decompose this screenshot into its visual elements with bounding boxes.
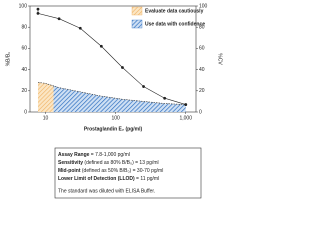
y-tick-label: 20	[21, 88, 27, 94]
info-text: = 7.8-1,000 pg/ml	[89, 152, 129, 158]
legend-swatch	[131, 6, 143, 16]
point	[163, 96, 167, 100]
point	[36, 7, 40, 11]
y2-tick-label: 20	[199, 88, 205, 94]
y2-tick-label: 0	[199, 109, 202, 115]
info-text: = 11 pg/ml	[135, 176, 160, 182]
info-line: Assay Range = 7.8-1,000 pg/ml	[58, 152, 130, 158]
legend-label: Use data with confidence	[145, 21, 205, 27]
y-label: %B/B₀	[5, 52, 11, 67]
point	[99, 44, 103, 48]
info-key: Lower Limit of Detection (LLOD)	[58, 176, 135, 182]
y2-tick-label: 100	[199, 3, 208, 9]
y-tick-label: 0	[24, 109, 27, 115]
y2-tick-label: 60	[199, 46, 205, 52]
x-tick-label: 10	[43, 115, 49, 121]
point	[57, 17, 61, 21]
info-box	[54, 147, 202, 199]
info-key: Assay Range	[58, 152, 90, 158]
point	[142, 85, 145, 88]
info-text: (defined as 50% B/B₀) = 30-70 pg/ml	[81, 168, 164, 174]
point	[36, 12, 40, 15]
info-line: Lower Limit of Detection (LLOD) = 11 pg/…	[58, 176, 159, 182]
y2-tick-label: 40	[199, 67, 205, 73]
info-key: Sensitivity	[58, 160, 83, 166]
x-label: Prostaglandin E₂ (pg/ml)	[84, 126, 143, 132]
y2-label: %CV	[217, 53, 223, 65]
y-tick-label: 40	[21, 67, 27, 73]
info-key: Mid-point	[58, 168, 81, 174]
y-tick-label: 60	[21, 46, 27, 52]
x-tick-label: 100	[111, 115, 120, 121]
point	[78, 26, 82, 30]
y-tick-label: 80	[21, 25, 27, 31]
caution-area	[37, 82, 54, 112]
point	[121, 66, 124, 69]
legend-swatch	[131, 19, 143, 29]
legend-label: Evaluate data cautiously	[145, 8, 204, 14]
info-line: Mid-point (defined as 50% B/B₀) = 30-70 …	[58, 168, 163, 174]
point	[184, 103, 188, 106]
y-tick-label: 100	[19, 3, 28, 9]
y2-tick-label: 80	[199, 25, 205, 31]
cv-area	[37, 82, 186, 112]
chart: %B/B₀ %CV Prostaglandin E₂ (pg/ml) 0 20 40…	[5, 3, 223, 199]
info-line: Sensitivity (defined as 80% B/B₀) = 13 p…	[58, 160, 159, 166]
info-note: The standard was diluted with ELISA Buff…	[58, 188, 155, 194]
info-text: (defined as 80% B/B₀) = 13 pg/ml	[83, 160, 159, 166]
x-tick-label: 1,000	[179, 115, 192, 121]
